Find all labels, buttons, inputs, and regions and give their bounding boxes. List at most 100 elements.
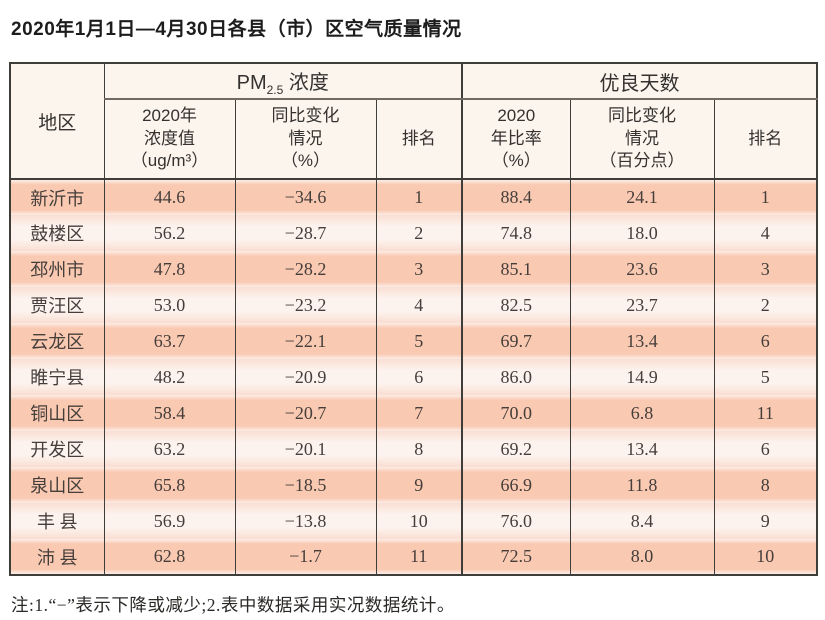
- cell-pm-value: 47.8: [104, 251, 236, 287]
- cell-region: 开发区: [10, 431, 105, 467]
- cell-pm-value: 62.8: [104, 539, 236, 575]
- cell-good-rank: 6: [714, 431, 818, 467]
- page-title: 2020年1月1日—4月30日各县（市）区空气质量情况: [11, 19, 462, 40]
- cell-pm-rank: 11: [376, 539, 463, 575]
- table-row: 铜山区 58.4 −20.7 7 70.0 6.8 11: [10, 395, 818, 431]
- group-header-row: 地区 PM2.5 浓度 优良天数: [10, 63, 818, 179]
- cell-pm-change: −20.7: [235, 395, 377, 431]
- table-row: 开发区 63.2 −20.1 8 69.2 13.4 6: [10, 431, 818, 467]
- cell-pm-change: −34.6: [235, 179, 377, 215]
- cell-pm-rank: 4: [376, 287, 463, 323]
- cell-good-rank: 6: [714, 323, 818, 359]
- cell-region: 鼓楼区: [10, 215, 105, 251]
- cell-pm-change: −28.2: [235, 251, 377, 287]
- cell-region: 泉山区: [10, 467, 105, 503]
- cell-pm-rank: 3: [376, 251, 463, 287]
- cell-pm-change: −13.8: [235, 503, 377, 539]
- cell-pm-change: −22.1: [235, 323, 377, 359]
- cell-pm-rank: 7: [376, 395, 463, 431]
- table-header: 地区 PM2.5 浓度 优良天数 2020年 浓度值 （ug/m³） 同比变化 …: [10, 63, 818, 179]
- table-body: 新沂市 44.6 −34.6 1 88.4 24.1 1 鼓楼区 56.2 −28.7 2 74.8 1…: [10, 179, 818, 575]
- cell-pm-value: 63.2: [104, 431, 236, 467]
- cell-good-ratio: 86.0: [462, 359, 571, 395]
- cell-good-rank: 9: [714, 503, 818, 539]
- cell-good-change: 23.6: [570, 251, 715, 287]
- column-header-pm-rank: 排名: [376, 99, 463, 179]
- table-row: 邳州市 47.8 −28.2 3 85.1 23.6 3: [10, 251, 818, 287]
- cell-region: 睢宁县: [10, 359, 105, 395]
- cell-good-change: 8.4: [570, 503, 715, 539]
- cell-good-change: 6.8: [570, 395, 715, 431]
- cell-pm-value: 58.4: [104, 395, 236, 431]
- cell-pm-change: −28.7: [235, 215, 377, 251]
- cell-good-ratio: 72.5: [462, 539, 571, 575]
- cell-good-ratio: 88.4: [462, 179, 571, 215]
- cell-pm-rank: 2: [376, 215, 463, 251]
- cell-good-rank: 10: [714, 539, 818, 575]
- cell-good-rank: 4: [714, 215, 818, 251]
- cell-region: 铜山区: [10, 395, 105, 431]
- cell-pm-rank: 6: [376, 359, 463, 395]
- column-header-pm-value: 2020年 浓度值 （ug/m³）: [104, 99, 236, 179]
- cell-good-rank: 3: [714, 251, 818, 287]
- cell-good-change: 24.1: [570, 179, 715, 215]
- cell-good-ratio: 85.1: [462, 251, 571, 287]
- table-row: 丰 县 56.9 −13.8 10 76.0 8.4 9: [10, 503, 818, 539]
- cell-good-rank: 5: [714, 359, 818, 395]
- group-header-pm25: PM2.5 浓度: [104, 63, 463, 100]
- cell-good-ratio: 69.7: [462, 323, 571, 359]
- cell-pm-value: 56.2: [104, 215, 236, 251]
- cell-pm-rank: 9: [376, 467, 463, 503]
- cell-pm-change: −18.5: [235, 467, 377, 503]
- cell-pm-rank: 5: [376, 323, 463, 359]
- cell-good-rank: 11: [714, 395, 818, 431]
- pm25-suffix: 浓度: [283, 71, 329, 94]
- cell-good-change: 18.0: [570, 215, 715, 251]
- air-quality-table: 地区 PM2.5 浓度 优良天数 2020年 浓度值 （ug/m³） 同比变化 …: [9, 62, 819, 576]
- cell-region: 云龙区: [10, 323, 105, 359]
- table-row: 新沂市 44.6 −34.6 1 88.4 24.1 1: [10, 179, 818, 215]
- cell-good-rank: 8: [714, 467, 818, 503]
- cell-pm-value: 56.9: [104, 503, 236, 539]
- cell-pm-rank: 1: [376, 179, 463, 215]
- cell-good-ratio: 70.0: [462, 395, 571, 431]
- cell-good-rank: 2: [714, 287, 818, 323]
- pm25-prefix: PM: [236, 71, 267, 94]
- group-header-good-days: 优良天数: [462, 63, 818, 100]
- table-row: 贾汪区 53.0 −23.2 4 82.5 23.7 2: [10, 287, 818, 323]
- cell-good-change: 13.4: [570, 323, 715, 359]
- cell-region: 新沂市: [10, 179, 105, 215]
- cell-good-ratio: 76.0: [462, 503, 571, 539]
- pm25-subscript: 2.5: [266, 82, 284, 97]
- cell-pm-change: −20.9: [235, 359, 377, 395]
- table-row: 沛 县 62.8 −1.7 11 72.5 8.0 10: [10, 539, 818, 575]
- cell-pm-value: 63.7: [104, 323, 236, 359]
- cell-good-change: 14.9: [570, 359, 715, 395]
- cell-pm-change: −1.7: [235, 539, 377, 575]
- footnote: 注:1.“−”表示下降或减少;2.表中数据采用实况数据统计。: [11, 595, 455, 615]
- cell-pm-rank: 10: [376, 503, 463, 539]
- cell-pm-value: 48.2: [104, 359, 236, 395]
- cell-region: 贾汪区: [10, 287, 105, 323]
- column-header-pm-change: 同比变化 情况 （%）: [235, 99, 377, 179]
- table-row: 鼓楼区 56.2 −28.7 2 74.8 18.0 4: [10, 215, 818, 251]
- cell-good-rank: 1: [714, 179, 818, 215]
- cell-region: 邳州市: [10, 251, 105, 287]
- cell-good-change: 23.7: [570, 287, 715, 323]
- cell-good-change: 8.0: [570, 539, 715, 575]
- table-row: 泉山区 65.8 −18.5 9 66.9 11.8 8: [10, 467, 818, 503]
- table-row: 云龙区 63.7 −22.1 5 69.7 13.4 6: [10, 323, 818, 359]
- cell-good-change: 11.8: [570, 467, 715, 503]
- cell-good-ratio: 69.2: [462, 431, 571, 467]
- table-row: 睢宁县 48.2 −20.9 6 86.0 14.9 5: [10, 359, 818, 395]
- cell-good-ratio: 74.8: [462, 215, 571, 251]
- cell-good-change: 13.4: [570, 431, 715, 467]
- cell-pm-change: −23.2: [235, 287, 377, 323]
- cell-good-ratio: 66.9: [462, 467, 571, 503]
- column-header-region: 地区: [10, 63, 105, 179]
- cell-region: 沛 县: [10, 539, 105, 575]
- sub-header-row: 2020年 浓度值 （ug/m³） 同比变化 情况 （%） 排名 2020 年比…: [10, 99, 818, 179]
- cell-pm-value: 65.8: [104, 467, 236, 503]
- column-header-good-ratio: 2020 年比率 （%）: [462, 99, 571, 179]
